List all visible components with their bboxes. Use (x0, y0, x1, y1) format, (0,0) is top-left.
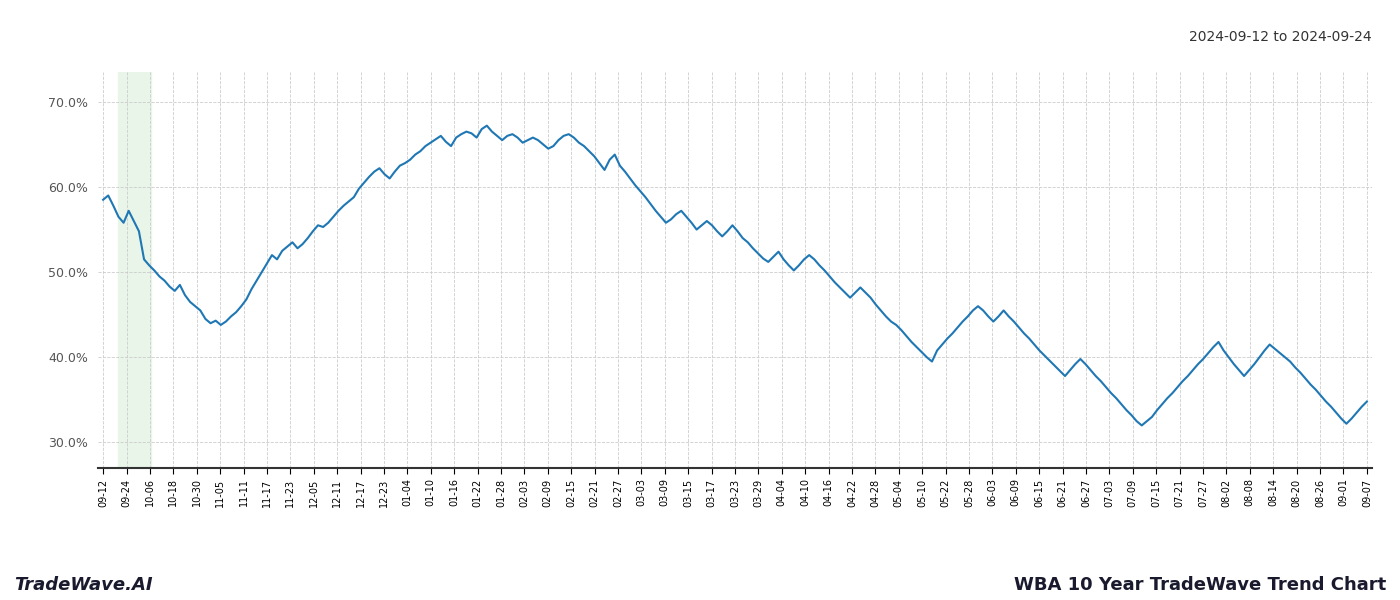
Bar (119, 72, 151, 468)
Text: 2024-09-12 to 2024-09-24: 2024-09-12 to 2024-09-24 (1190, 30, 1372, 44)
Text: TradeWave.AI: TradeWave.AI (14, 576, 153, 594)
Text: WBA 10 Year TradeWave Trend Chart: WBA 10 Year TradeWave Trend Chart (1014, 576, 1386, 594)
